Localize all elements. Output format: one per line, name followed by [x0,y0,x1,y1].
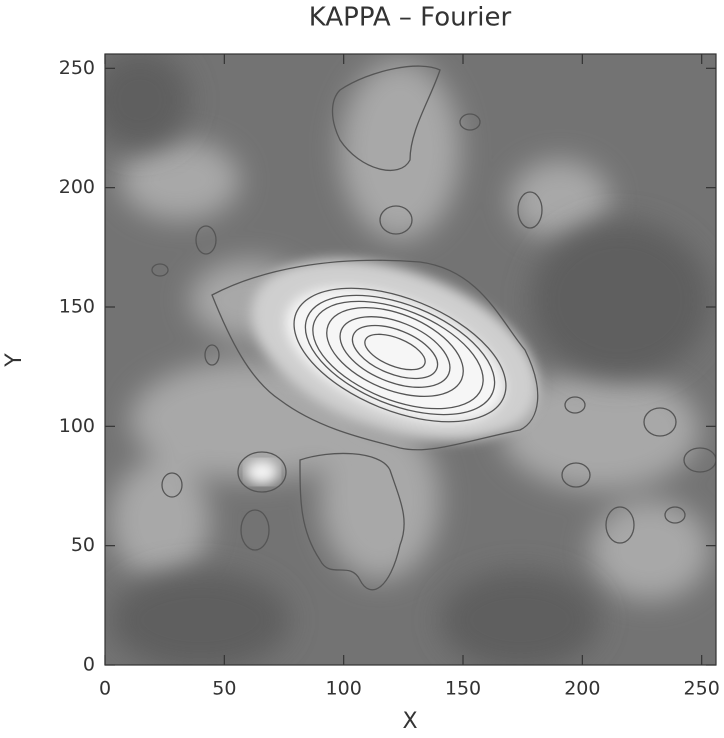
x-tick-label: 150 [445,678,481,700]
y-axis-label: Y [2,353,27,368]
x-tick-label: 200 [564,678,600,700]
y-tick-label: 50 [71,534,95,556]
x-tick-label: 50 [212,678,236,700]
x-tick-label: 100 [326,678,362,700]
y-tick-label: 150 [59,295,95,317]
y-tick-label: 100 [59,415,95,437]
chart-title: KAPPA – Fourier [309,3,512,33]
y-tick-label: 0 [83,654,95,676]
image [105,54,716,665]
x-tick-label: 250 [684,678,720,700]
contours [151,65,716,591]
x-axis-label: X [402,709,417,734]
y-tick-label: 250 [59,57,95,79]
x-tick-label: 0 [99,678,111,700]
plot-frame [104,53,717,666]
y-tick-label: 200 [59,176,95,198]
